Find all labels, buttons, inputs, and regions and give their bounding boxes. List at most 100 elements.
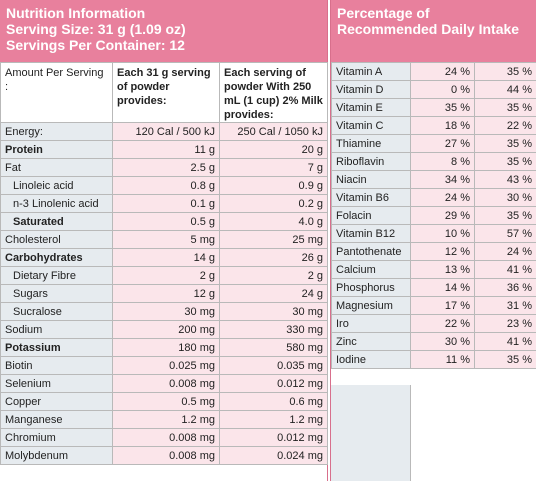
intake-percent: 35 %	[474, 206, 536, 225]
intake-percent: 0 %	[410, 80, 475, 99]
intake-percent: 43 %	[474, 170, 536, 189]
nutrient-row: Sucralose 30 mg 30 mg	[0, 302, 328, 321]
nutrient-amount: 0.035 mg	[219, 356, 328, 375]
nutrient-row: Sugars 12 g 24 g	[0, 284, 328, 303]
nutrient-name: Sucralose	[0, 302, 113, 321]
vitamin-name: Vitamin D	[331, 80, 411, 99]
nutrient-row: Molybdenum 0.008 mg 0.024 mg	[0, 446, 328, 465]
intake-row: Iodine 11 % 35 %	[331, 350, 536, 369]
vitamin-name: Vitamin B6	[331, 188, 411, 207]
nutrient-row: Biotin 0.025 mg 0.035 mg	[0, 356, 328, 375]
intake-percent: 27 %	[410, 134, 475, 153]
filler	[331, 385, 411, 481]
nutrient-amount: 5 mg	[112, 230, 220, 249]
nutrient-row: Manganese 1.2 mg 1.2 mg	[0, 410, 328, 429]
nutrient-name: Saturated	[0, 212, 113, 231]
vitamin-name: Niacin	[331, 170, 411, 189]
intake-percent: 34 %	[410, 170, 475, 189]
nutrient-amount: 25 mg	[219, 230, 328, 249]
nutrient-amount: 30 mg	[112, 302, 220, 321]
vitamin-name: Folacin	[331, 206, 411, 225]
intake-percent: 35 %	[474, 152, 536, 171]
intake-percent: 17 %	[410, 296, 475, 315]
intake-row: Vitamin B12 10 % 57 %	[331, 224, 536, 243]
nutrient-row: n-3 Linolenic acid 0.1 g 0.2 g	[0, 194, 328, 213]
nutrient-name: Molybdenum	[0, 446, 113, 465]
intake-percent: 35 %	[474, 98, 536, 117]
intake-row: Vitamin C 18 % 22 %	[331, 116, 536, 135]
nutrient-name: Protein	[0, 140, 113, 159]
intake-percent: 41 %	[474, 260, 536, 279]
vitamin-name: Iodine	[331, 350, 411, 369]
intake-percent: 11 %	[410, 350, 475, 369]
nutrient-row: Chromium 0.008 mg 0.012 mg	[0, 428, 328, 447]
nutrient-amount: 0.008 mg	[112, 428, 220, 447]
nutrient-name: Sodium	[0, 320, 113, 339]
nutrient-amount: 0.012 mg	[219, 374, 328, 393]
nutrient-name: Cholesterol	[0, 230, 113, 249]
nutrient-name: Manganese	[0, 410, 113, 429]
nutrient-amount: 0.5 g	[112, 212, 220, 231]
column-header: Each serving of powder With 250 mL (1 cu…	[219, 62, 328, 123]
nutrient-amount: 0.5 mg	[112, 392, 220, 411]
intake-percent: 8 %	[410, 152, 475, 171]
nutrient-row: Saturated 0.5 g 4.0 g	[0, 212, 328, 231]
vitamin-name: Vitamin B12	[331, 224, 411, 243]
nutrient-amount: 250 Cal / 1050 kJ	[219, 122, 328, 141]
intake-row: Zinc 30 % 41 %	[331, 332, 536, 351]
nutrition-header: Nutrition Information Serving Size: 31 g…	[0, 0, 327, 62]
intake-percent: 29 %	[410, 206, 475, 225]
intake-percent: 35 %	[474, 62, 536, 81]
nutrient-row: Carbohydrates 14 g 26 g	[0, 248, 328, 267]
nutrient-row: Sodium 200 mg 330 mg	[0, 320, 328, 339]
nutrient-amount: 20 g	[219, 140, 328, 159]
nutrient-amount: 200 mg	[112, 320, 220, 339]
column-header-row: Amount Per Serving : Each 31 g serving of…	[0, 62, 328, 123]
vitamin-name: Thiamine	[331, 134, 411, 153]
nutrient-amount: 0.008 mg	[112, 446, 220, 465]
vitamin-name: Riboflavin	[331, 152, 411, 171]
vitamin-name: Zinc	[331, 332, 411, 351]
vitamin-name: Pantothenate	[331, 242, 411, 261]
nutrient-amount: 0.8 g	[112, 176, 220, 195]
servings-per-container: Servings Per Container: 12	[6, 37, 185, 53]
vitamin-name: Iro	[331, 314, 411, 333]
vitamin-name: Calcium	[331, 260, 411, 279]
nutrient-name: n-3 Linolenic acid	[0, 194, 113, 213]
column-header: Amount Per Serving :	[0, 62, 113, 123]
nutrient-row: Energy: 120 Cal / 500 kJ 250 Cal / 1050 kJ	[0, 122, 328, 141]
intake-row: Vitamin A 24 % 35 %	[331, 62, 536, 81]
vitamin-name: Phosphorus	[331, 278, 411, 297]
intake-row: Pantothenate 12 % 24 %	[331, 242, 536, 261]
intake-row: Vitamin E 35 % 35 %	[331, 98, 536, 117]
divider	[327, 0, 331, 481]
nutrient-row: Linoleic acid 0.8 g 0.9 g	[0, 176, 328, 195]
nutrient-amount: 1.2 mg	[219, 410, 328, 429]
nutrient-amount: 4.0 g	[219, 212, 328, 231]
nutrient-amount: 26 g	[219, 248, 328, 267]
vitamin-name: Vitamin E	[331, 98, 411, 117]
nutrient-amount: 14 g	[112, 248, 220, 267]
intake-row: Iro 22 % 23 %	[331, 314, 536, 333]
column-header: Each 31 g serving of powder provides:	[112, 62, 220, 123]
nutrient-amount: 0.025 mg	[112, 356, 220, 375]
intake-percent: 22 %	[410, 314, 475, 333]
intake-percent: 35 %	[474, 350, 536, 369]
intake-row: Magnesium 17 % 31 %	[331, 296, 536, 315]
intake-percent: 35 %	[410, 98, 475, 117]
nutrition-table: Amount Per Serving : Each 31 g serving of…	[0, 62, 328, 465]
vitamin-name: Vitamin A	[331, 62, 411, 81]
intake-percent: 22 %	[474, 116, 536, 135]
intake-percent: 35 %	[474, 134, 536, 153]
nutrient-name: Potassium	[0, 338, 113, 357]
nutrient-name: Biotin	[0, 356, 113, 375]
intake-percent: 30 %	[474, 188, 536, 207]
nutrient-amount: 7 g	[219, 158, 328, 177]
intake-row: Calcium 13 % 41 %	[331, 260, 536, 279]
vitamin-name: Magnesium	[331, 296, 411, 315]
nutrient-amount: 0.9 g	[219, 176, 328, 195]
intake-percent: 44 %	[474, 80, 536, 99]
